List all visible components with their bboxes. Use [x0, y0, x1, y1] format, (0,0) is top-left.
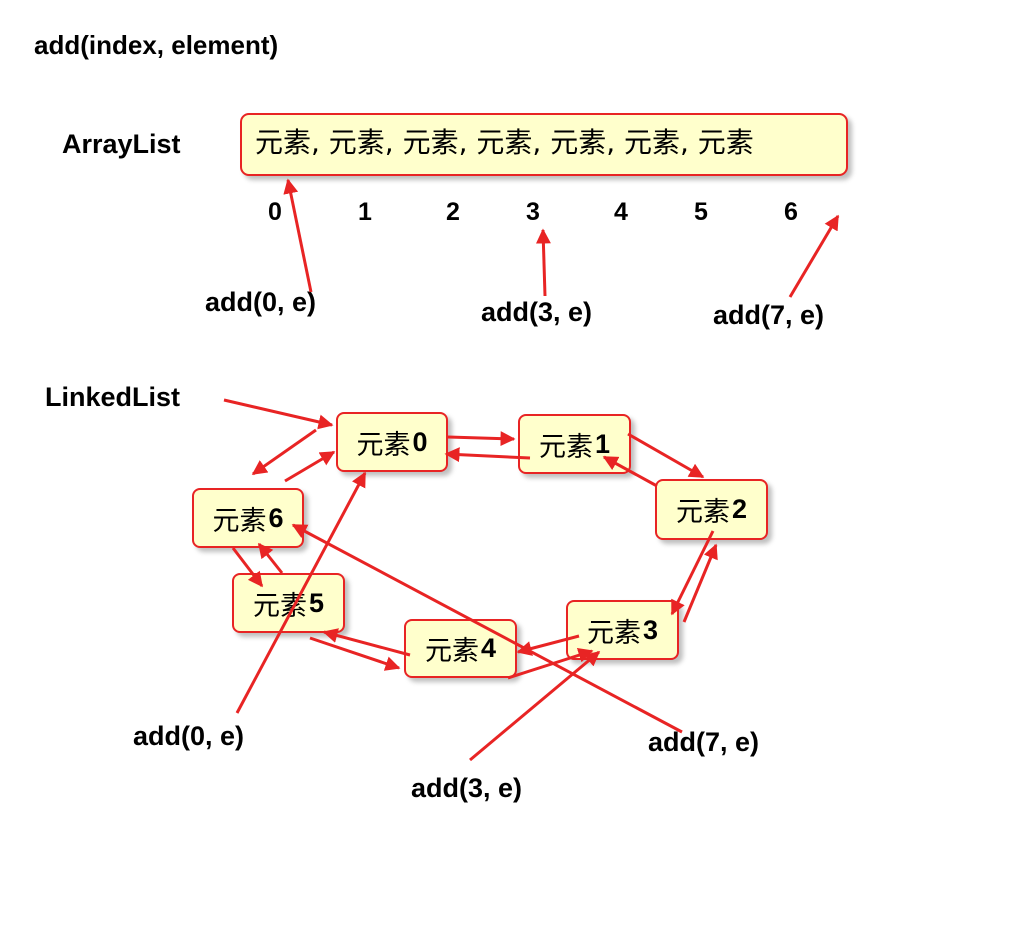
- node-text: 元素: [675, 497, 730, 528]
- array-op-add-0: add(0, e): [205, 287, 317, 317]
- arrow-linked-add-3: [469, 650, 601, 762]
- arrow-linked-add-7: [291, 523, 683, 734]
- linked-op-add-7: add(7, e): [648, 727, 760, 757]
- arrow-node0-to-node1: [447, 431, 516, 447]
- arrow-array-add-0: [283, 178, 313, 293]
- node-number: 4: [480, 633, 497, 663]
- node-text: 元素: [356, 429, 411, 461]
- array-index-1: 1: [358, 198, 372, 226]
- array-index-6: 6: [784, 198, 798, 226]
- arraylist-box: 元素, 元素, 元素, 元素, 元素, 元素, 元素: [240, 113, 848, 176]
- arrow-node5-to-node4: [309, 636, 401, 671]
- node-number: 3: [642, 614, 659, 645]
- node-number: 6: [268, 502, 284, 533]
- node-number: 0: [412, 426, 428, 457]
- arrow-head-to-node-0: [223, 398, 334, 430]
- array-index-4: 4: [614, 198, 628, 226]
- linked-op-add-0: add(0, e): [133, 721, 245, 751]
- array-index-2: 2: [446, 198, 460, 226]
- arrow-array-add-3: [535, 228, 551, 297]
- arrow-linked-add-0: [235, 471, 367, 714]
- node-number: 1: [594, 428, 611, 459]
- array-op-add-3: add(3, e): [481, 297, 593, 327]
- page-title: add(index, element): [34, 30, 279, 60]
- arrow-node2-to-node1: [602, 455, 658, 488]
- arrow-node4-to-node3: [507, 647, 594, 680]
- node-text: 元素: [212, 505, 267, 537]
- arrow-node0-to-node6: [251, 428, 317, 476]
- node-text: 元素: [538, 431, 593, 463]
- array-index-0: 0: [268, 198, 282, 226]
- linked-node-1: 元素 1: [518, 414, 631, 474]
- array-index-3: 3: [526, 198, 540, 226]
- node-number: 5: [308, 587, 325, 618]
- node-text: 元素: [424, 636, 479, 667]
- arrow-node5-to-node6: [257, 542, 284, 574]
- arrow-node6-to-node5: [231, 547, 264, 588]
- arraylist-label: ArrayList: [62, 129, 181, 159]
- linked-node-6: 元素 6: [192, 488, 304, 548]
- array-index-5: 5: [694, 198, 708, 226]
- arrow-node3-to-node2: [682, 543, 718, 623]
- linkedlist-label: LinkedList: [45, 382, 181, 412]
- array-op-add-7: add(7, e): [713, 300, 825, 330]
- linked-node-2: 元素 2: [655, 479, 768, 540]
- arrow-node6-to-node0: [284, 450, 336, 483]
- linked-node-4: 元素 4: [404, 619, 517, 678]
- node-number: 2: [731, 494, 748, 524]
- arrow-node1-to-node2: [627, 432, 705, 479]
- node-text: 元素: [586, 617, 641, 649]
- arrow-array-add-7: [788, 214, 840, 298]
- arrow-node4-to-node5: [322, 628, 411, 657]
- linked-op-add-3: add(3, e): [411, 773, 523, 803]
- arrow-node1-to-node0: [444, 447, 531, 463]
- linked-node-0: 元素 0: [336, 412, 448, 472]
